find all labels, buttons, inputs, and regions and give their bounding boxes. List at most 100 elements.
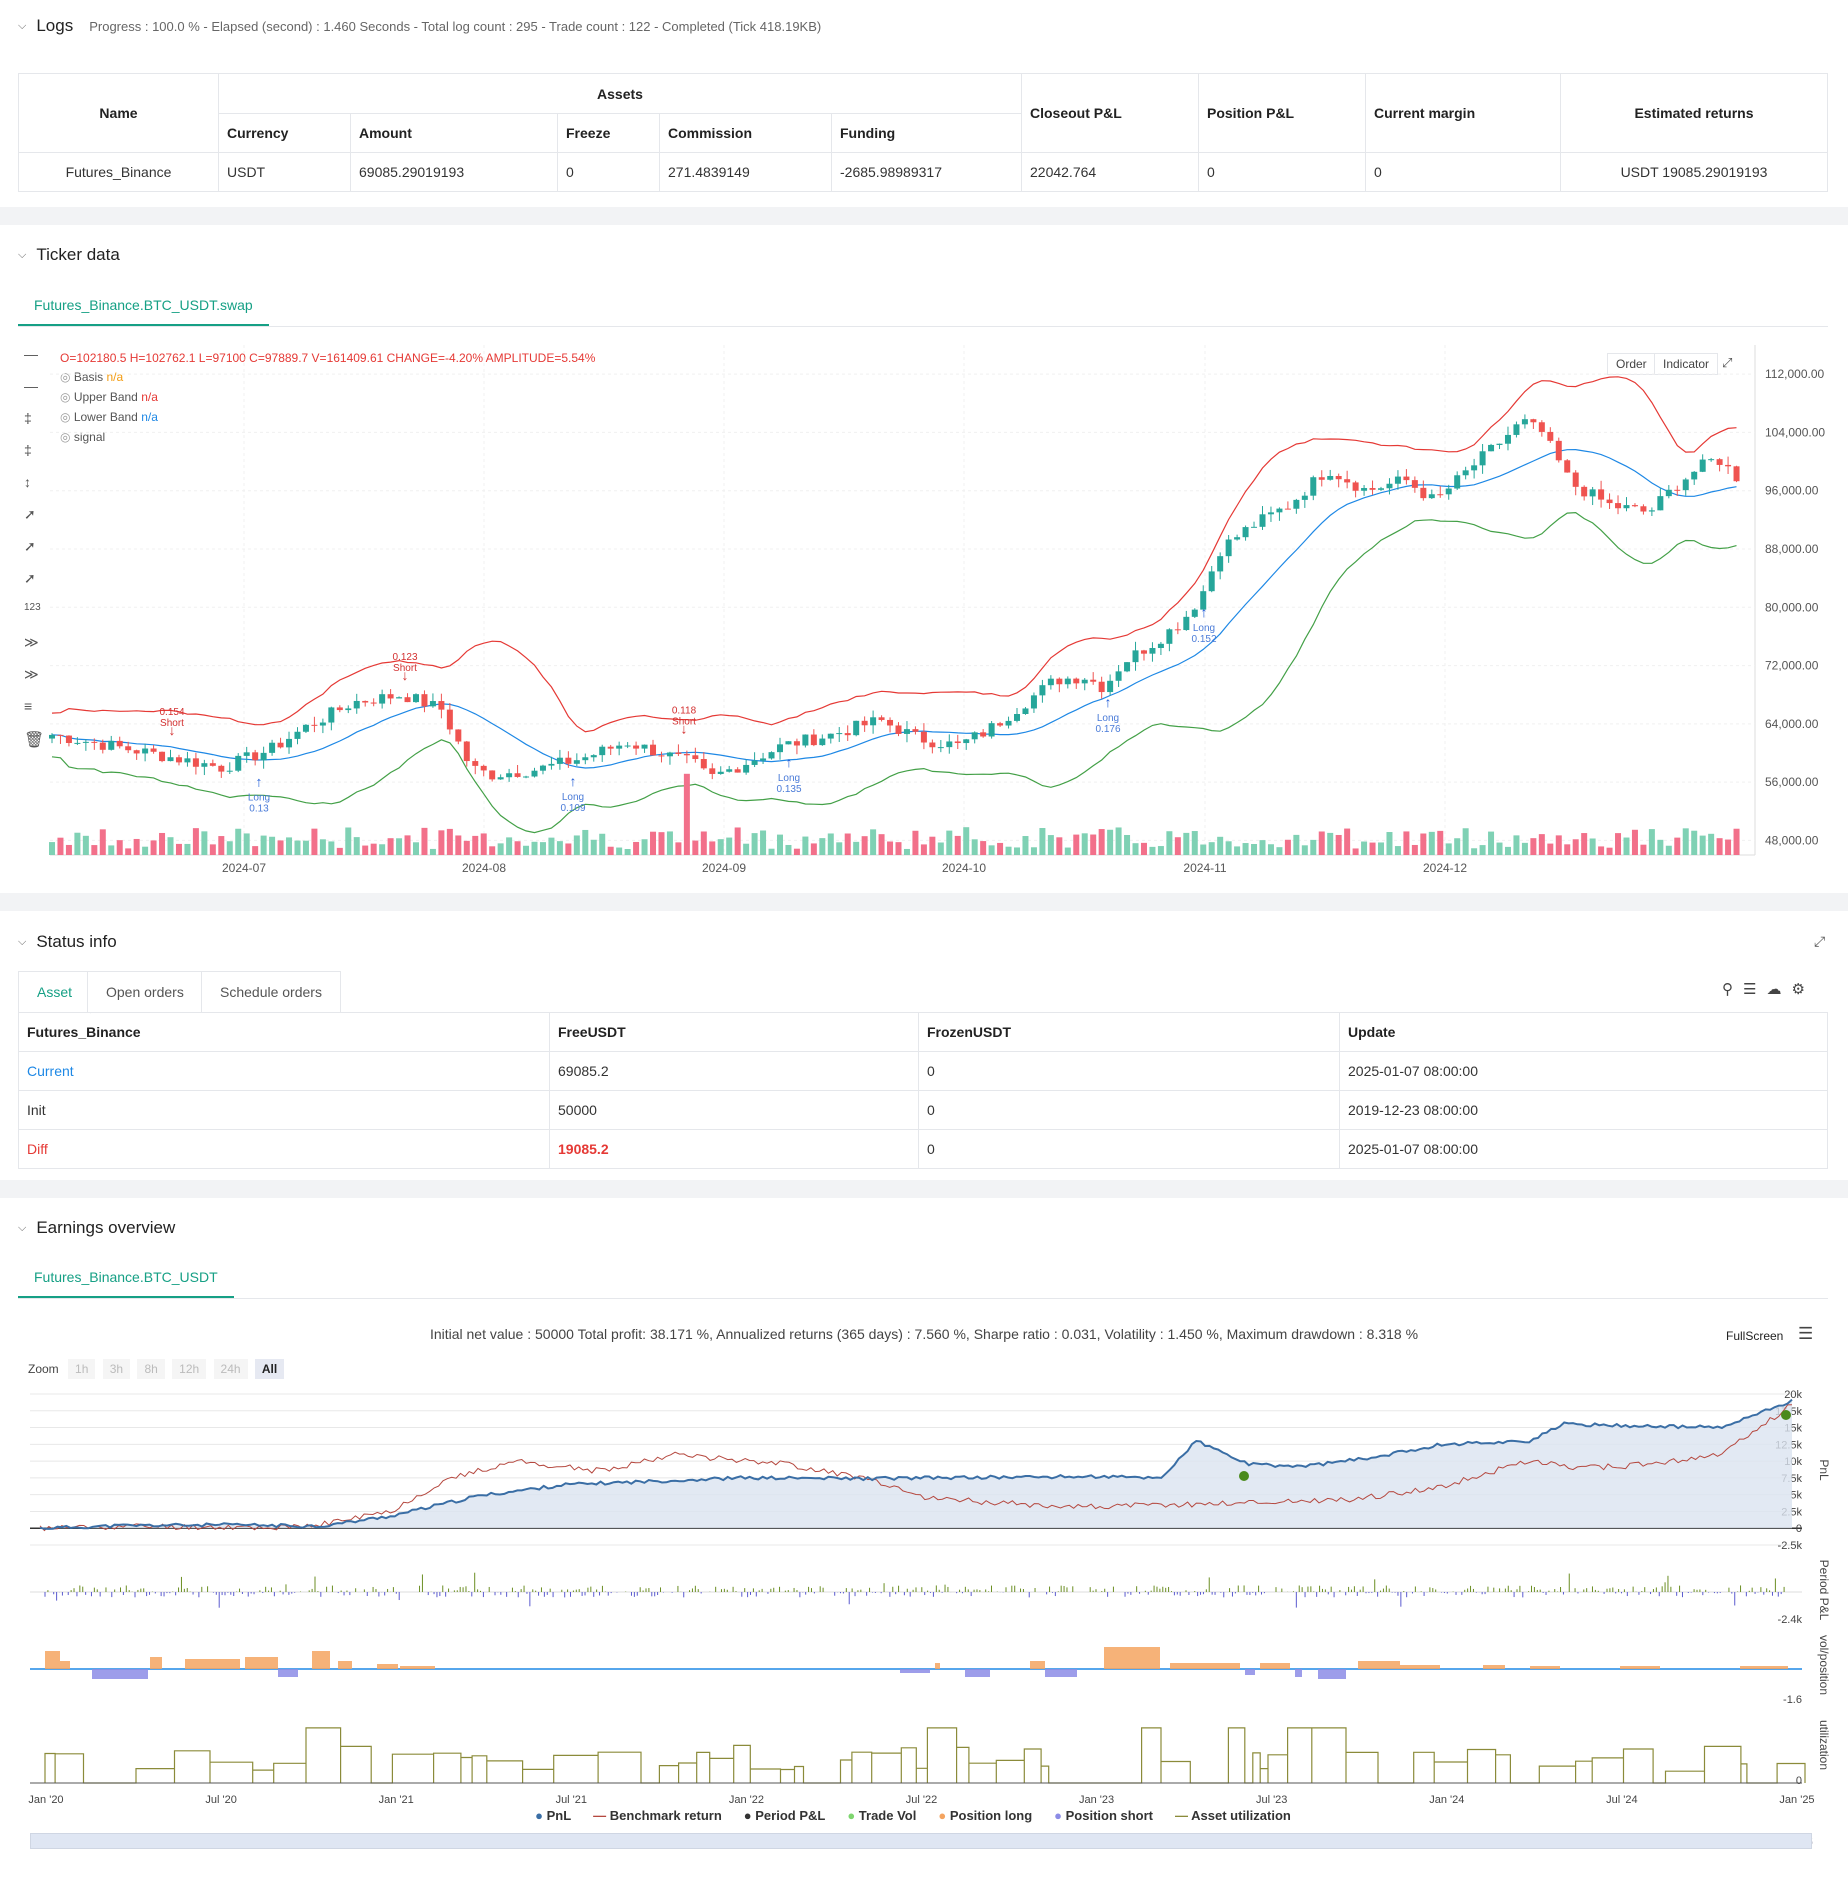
chevron-down-icon[interactable]: ⌵ [18,19,27,32]
zoom-12h[interactable]: 12h [172,1359,207,1379]
zoom-3h[interactable]: 3h [102,1359,131,1379]
volume-bar [1064,847,1071,855]
candle-body [751,760,758,765]
candle-body [1708,459,1715,461]
signal-label: Long [248,792,270,803]
candle-body [116,740,123,747]
extended-line-icon[interactable]: ➚ [24,570,36,586]
logs-header[interactable]: ⌵ Logs Progress : 100.0 % - Elapsed (sec… [18,16,821,36]
volume-bar [1115,827,1122,855]
candle-body [133,750,140,754]
candle-body [1217,556,1224,572]
zoom-label: Zoom [28,1362,59,1376]
crosshair-icon[interactable]: — [24,346,38,362]
arrow-up-icon: ↑ [570,773,577,789]
trash-icon[interactable]: 🗑 [24,732,45,749]
expand-icon[interactable]: ⤢ [1722,355,1733,370]
x-tick-label: Jan '23 [1079,1794,1114,1806]
legend-item[interactable]: ◎ signal [60,430,158,450]
parallel-channel-icon[interactable]: ≫ [24,634,39,650]
volume-bar [633,841,640,855]
navigator-scrollbar[interactable] [30,1833,1812,1849]
candle-body [1572,472,1579,487]
collapse-icon[interactable]: ⤢ [1814,933,1826,949]
legend-item[interactable]: ● Trade Vol [847,1808,916,1823]
legend-item[interactable]: ● PnL [535,1808,571,1823]
volume-bar [1521,842,1528,855]
candle-body [810,734,817,746]
measure-icon[interactable]: ≡ [24,698,33,714]
position-long-bar [338,1661,352,1669]
arrow-line-icon[interactable]: ➚ [24,538,36,554]
candle-body [556,757,563,764]
period-min-label: -2.4k [1778,1614,1803,1626]
position-short-bar [92,1669,148,1679]
eye-icon[interactable]: ◎ [60,430,74,444]
candle-body [1538,422,1545,432]
y-tick-label: 56,000.00 [1765,775,1819,789]
candle-body [497,777,504,780]
volume-bar [556,841,563,855]
candle-body [1073,678,1080,684]
eye-icon[interactable]: ◎ [60,370,74,384]
order-button[interactable]: Order [1607,353,1656,375]
arrow-up-icon: ↑ [786,754,793,770]
eye-icon[interactable]: ◎ [60,410,74,424]
legend-item[interactable]: — Benchmark return [593,1808,722,1823]
volume-bar [1174,837,1181,855]
price-label-icon[interactable]: 123 [24,602,41,613]
volume-bar [387,838,394,855]
chevron-down-icon[interactable]: ⌵ [18,248,27,261]
list-icon[interactable]: ☰ [1743,981,1767,998]
zoom-1h[interactable]: 1h [68,1359,96,1379]
legend-item[interactable]: ◎ Lower Band n/a [60,410,158,430]
tab-earnings-symbol[interactable]: Futures_Binance.BTC_USDT [18,1258,234,1298]
eye-icon[interactable]: ◎ [60,390,74,404]
zoom-all[interactable]: All [254,1359,285,1379]
menu-icon[interactable]: ☰ [1798,1324,1814,1343]
legend-item[interactable]: ● Position short [1054,1808,1153,1823]
volume-bar [810,843,817,855]
horizontal-line-icon[interactable]: — [24,378,38,394]
candle-body [159,751,166,762]
position-long-bar [1358,1661,1400,1669]
candle-body [472,761,479,766]
legend-item[interactable]: ◎ Upper Band n/a [60,390,158,410]
ray-icon[interactable]: ‡ [24,442,32,458]
legend-name: Asset utilization [1191,1808,1291,1823]
search-icon[interactable]: ⚲ [1722,981,1743,998]
legend-item[interactable]: — Asset utilization [1175,1808,1291,1823]
candle-body [489,770,496,780]
chevron-down-icon[interactable]: ⌵ [18,935,27,948]
chevron-down-icon[interactable]: ⌵ [18,1221,27,1234]
tab-schedule-orders[interactable]: Schedule orders [201,971,341,1012]
indicator-button[interactable]: Indicator [1654,353,1719,375]
tab-ticker-symbol[interactable]: Futures_Binance.BTC_USDT.swap [18,286,269,326]
legend-item[interactable]: ● Period P&L [744,1808,826,1823]
vertical-line-icon[interactable]: ‡ [24,410,32,426]
segment-icon[interactable]: ↕ [24,474,31,490]
ticker-header[interactable]: ⌵ Ticker data [18,245,120,265]
volume-bar [345,827,352,855]
fullscreen-button[interactable]: FullScreen [1726,1329,1784,1343]
candle-body [209,763,216,766]
legend-item[interactable]: ● Position long [938,1808,1032,1823]
candlestick-chart[interactable]: 112,000.00 104,000.00 96,000.00 88,000.00 80… [0,0,1848,900]
candle-body [683,754,690,756]
status-title: Status info [36,932,117,951]
trend-line-icon[interactable]: ➚ [24,506,36,522]
legend-item[interactable]: ◎ Basis n/a [60,370,158,390]
earnings-header[interactable]: ⌵ Earnings overview [18,1218,175,1238]
volume-bar [480,833,487,855]
fib-icon[interactable]: ≫ [24,666,39,682]
tab-open-orders[interactable]: Open orders [87,971,203,1012]
candle-body [1361,488,1368,491]
status-header[interactable]: ⌵ Status info [18,932,117,952]
volume-bar [912,830,919,855]
zoom-8h[interactable]: 8h [137,1359,165,1379]
volume-bar [1428,831,1435,855]
cloud-download-icon[interactable]: ☁ [1766,981,1792,998]
zoom-24h[interactable]: 24h [213,1359,248,1379]
gear-icon[interactable]: ⚙ [1791,981,1815,998]
